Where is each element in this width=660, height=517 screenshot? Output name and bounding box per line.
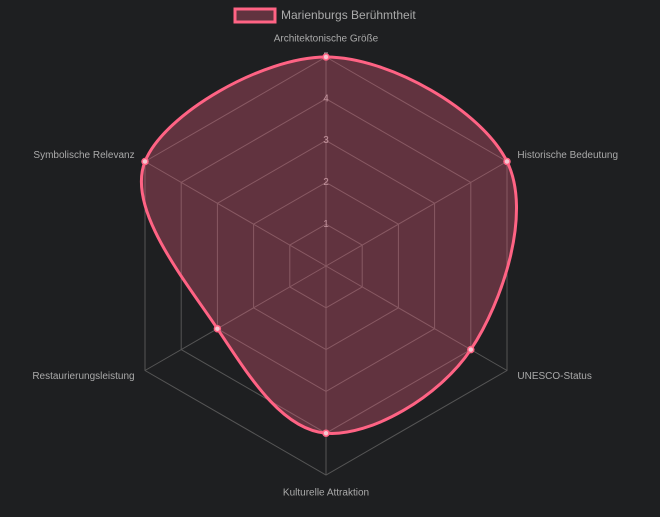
tick-label: 4 (323, 93, 329, 104)
axis-label: Restaurierungsleistung (32, 371, 134, 382)
axis-label: Architektonische Größe (274, 34, 379, 45)
tick-label: 3 (323, 135, 329, 146)
tick-label: 1 (323, 219, 329, 230)
spoke (325, 161, 508, 267)
axis-label: Historische Bedeutung (517, 150, 618, 161)
point (213, 324, 222, 333)
spoke (325, 265, 508, 371)
legend-swatch (233, 7, 277, 24)
point (503, 157, 511, 166)
point (322, 429, 330, 437)
spoke (144, 161, 327, 267)
axis-label: UNESCO-Status (517, 371, 591, 382)
spoke (144, 265, 327, 371)
legend-label: Marienburgs Berühmtheit (281, 8, 416, 22)
axis-label: Kulturelle Attraktion (283, 488, 369, 499)
tick-label: 2 (323, 177, 329, 188)
point (322, 53, 330, 61)
axis-label: Symbolische Relevanz (33, 150, 134, 161)
point (141, 157, 149, 166)
point (467, 345, 475, 354)
